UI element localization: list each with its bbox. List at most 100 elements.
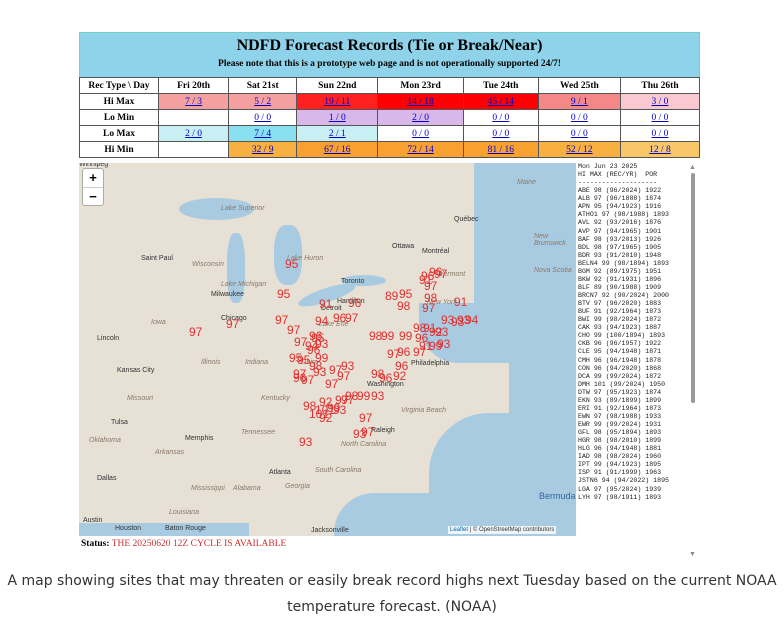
record-value-label[interactable]: 101 bbox=[315, 403, 336, 417]
record-value-label[interactable]: 93 bbox=[437, 337, 451, 351]
record-value-label[interactable]: 97 bbox=[422, 301, 436, 315]
record-count-link[interactable]: 7 / 4 bbox=[254, 128, 272, 139]
record-value-label[interactable]: 92 bbox=[393, 369, 407, 383]
record-value-label[interactable]: 98 bbox=[369, 329, 383, 343]
record-value-label[interactable]: 97 bbox=[294, 335, 308, 349]
record-value-label[interactable]: 92 bbox=[429, 325, 443, 339]
record-value-label[interactable]: 94 bbox=[305, 339, 319, 353]
record-value-label[interactable]: 97 bbox=[293, 367, 307, 381]
record-value-label[interactable]: 96 bbox=[397, 345, 411, 359]
record-count-link[interactable]: 52 / 12 bbox=[566, 144, 593, 155]
scrollbar-thumb[interactable] bbox=[691, 173, 695, 403]
record-count-link[interactable]: 14 / 18 bbox=[407, 96, 434, 107]
record-count-link[interactable]: 0 / 0 bbox=[570, 112, 588, 123]
record-value-label[interactable]: 95 bbox=[311, 331, 325, 345]
record-value-label[interactable]: 91 bbox=[319, 297, 333, 311]
record-value-label[interactable]: 95 bbox=[289, 351, 303, 365]
record-value-label[interactable]: 98 bbox=[309, 359, 323, 373]
record-value-label[interactable]: 91 bbox=[419, 273, 433, 287]
record-value-label[interactable]: 98 bbox=[303, 399, 317, 413]
record-value-label[interactable]: 93 bbox=[371, 389, 385, 403]
record-value-label[interactable]: 94 bbox=[465, 313, 479, 327]
record-value-label[interactable]: 97 bbox=[434, 267, 448, 281]
record-value-label[interactable]: 99 bbox=[357, 389, 371, 403]
record-value-label[interactable]: 98 bbox=[345, 389, 359, 403]
record-value-label[interactable]: 97 bbox=[226, 317, 240, 331]
record-count-link[interactable]: 9 / 1 bbox=[570, 96, 588, 107]
record-count-link[interactable]: 45 / 14 bbox=[487, 96, 514, 107]
record-count-link[interactable]: 0 / 0 bbox=[492, 112, 510, 123]
record-value-label[interactable]: 99 bbox=[429, 339, 443, 353]
record-value-label[interactable]: 97 bbox=[413, 345, 427, 359]
record-value-label[interactable]: 91 bbox=[423, 321, 437, 335]
record-value-label[interactable]: 93 bbox=[315, 337, 329, 351]
record-value-label[interactable]: 95 bbox=[297, 353, 311, 367]
scroll-up-icon[interactable]: ▲ bbox=[689, 163, 696, 171]
record-value-label[interactable]: 99 bbox=[399, 329, 413, 343]
record-value-label[interactable]: 98 bbox=[413, 321, 427, 335]
record-value-label[interactable]: 93 bbox=[333, 403, 347, 417]
record-count-link[interactable]: 72 / 14 bbox=[407, 144, 434, 155]
record-value-label[interactable]: 96 bbox=[415, 331, 429, 345]
record-value-label[interactable]: 95 bbox=[399, 287, 413, 301]
record-value-label[interactable]: 92 bbox=[319, 395, 333, 409]
record-value-label[interactable]: 97 bbox=[345, 311, 359, 325]
record-count-link[interactable]: 2 / 0 bbox=[185, 128, 203, 139]
record-value-label[interactable]: 96 bbox=[307, 343, 321, 357]
record-value-label[interactable]: 97 bbox=[359, 411, 373, 425]
record-value-label[interactable]: 96 bbox=[421, 269, 435, 283]
record-count-link[interactable]: 7 / 3 bbox=[185, 96, 203, 107]
record-value-label[interactable]: 98 bbox=[424, 291, 438, 305]
record-value-label[interactable]: 97 bbox=[424, 279, 438, 293]
record-value-label[interactable]: 91 bbox=[454, 295, 468, 309]
record-value-label[interactable]: 96 bbox=[293, 371, 307, 385]
zoom-in-button[interactable]: + bbox=[83, 169, 103, 188]
record-count-link[interactable]: 5 / 2 bbox=[254, 96, 272, 107]
record-value-label[interactable]: 97 bbox=[337, 369, 351, 383]
record-value-label[interactable]: 97 bbox=[335, 393, 349, 407]
record-value-label[interactable]: 101 bbox=[309, 407, 330, 421]
record-count-link[interactable]: 0 / 0 bbox=[412, 128, 430, 139]
record-count-link[interactable]: 3 / 0 bbox=[651, 96, 669, 107]
record-count-link[interactable]: 12 / 8 bbox=[649, 144, 671, 155]
record-count-link[interactable]: 2 / 0 bbox=[412, 112, 430, 123]
record-count-link[interactable]: 0 / 0 bbox=[651, 128, 669, 139]
record-value-label[interactable]: 96 bbox=[395, 359, 409, 373]
record-value-label[interactable]: 98 bbox=[397, 299, 411, 313]
leaflet-link[interactable]: Leaflet bbox=[450, 527, 469, 533]
record-value-label[interactable]: 93 bbox=[353, 427, 367, 441]
record-count-link[interactable]: 32 / 9 bbox=[251, 144, 274, 155]
record-value-label[interactable]: 96 bbox=[309, 329, 323, 343]
record-count-link[interactable]: 81 / 16 bbox=[487, 144, 514, 155]
record-value-label[interactable]: 97 bbox=[301, 373, 315, 387]
record-value-label[interactable]: 99 bbox=[327, 401, 341, 415]
record-value-label[interactable]: 93 bbox=[451, 315, 465, 329]
records-list-panel[interactable]: Mon Jun 23 2025 HI MAX (REC/YR) POR ------… bbox=[578, 163, 686, 558]
record-value-label[interactable]: 93 bbox=[299, 435, 313, 449]
record-value-label[interactable]: 93 bbox=[441, 313, 455, 327]
zoom-out-button[interactable]: − bbox=[89, 189, 97, 204]
record-value-label[interactable]: 93 bbox=[341, 359, 355, 373]
record-value-label[interactable]: 93 bbox=[313, 365, 327, 379]
record-count-link[interactable]: 0 / 0 bbox=[570, 128, 588, 139]
record-value-label[interactable]: 95 bbox=[285, 257, 299, 271]
record-value-label[interactable]: 93 bbox=[435, 325, 449, 339]
record-value-label[interactable]: 97 bbox=[341, 393, 355, 407]
map-view[interactable]: Winnipeg Québec Ottawa Montréal Saint Paul Wi… bbox=[79, 163, 576, 536]
record-value-label[interactable]: 97 bbox=[189, 325, 203, 339]
record-count-link[interactable]: 0 / 0 bbox=[492, 128, 510, 139]
record-count-link[interactable]: 0 / 0 bbox=[254, 112, 272, 123]
record-value-label[interactable]: 97 bbox=[275, 313, 289, 327]
record-value-label[interactable]: 92 bbox=[319, 411, 333, 425]
record-value-label[interactable]: 96 bbox=[379, 371, 393, 385]
record-count-link[interactable]: 1 / 0 bbox=[328, 112, 346, 123]
record-value-label[interactable]: 99 bbox=[315, 351, 329, 365]
record-count-link[interactable]: 67 / 16 bbox=[324, 144, 351, 155]
record-value-label[interactable]: 97 bbox=[287, 323, 301, 337]
record-value-label[interactable]: 97 bbox=[325, 377, 339, 391]
scroll-down-icon[interactable]: ▼ bbox=[689, 550, 696, 558]
record-value-label[interactable]: 98 bbox=[371, 367, 385, 381]
record-value-label[interactable]: 93 bbox=[457, 313, 471, 327]
record-value-label[interactable]: 89 bbox=[385, 289, 399, 303]
record-value-label[interactable]: 97 bbox=[387, 347, 401, 361]
